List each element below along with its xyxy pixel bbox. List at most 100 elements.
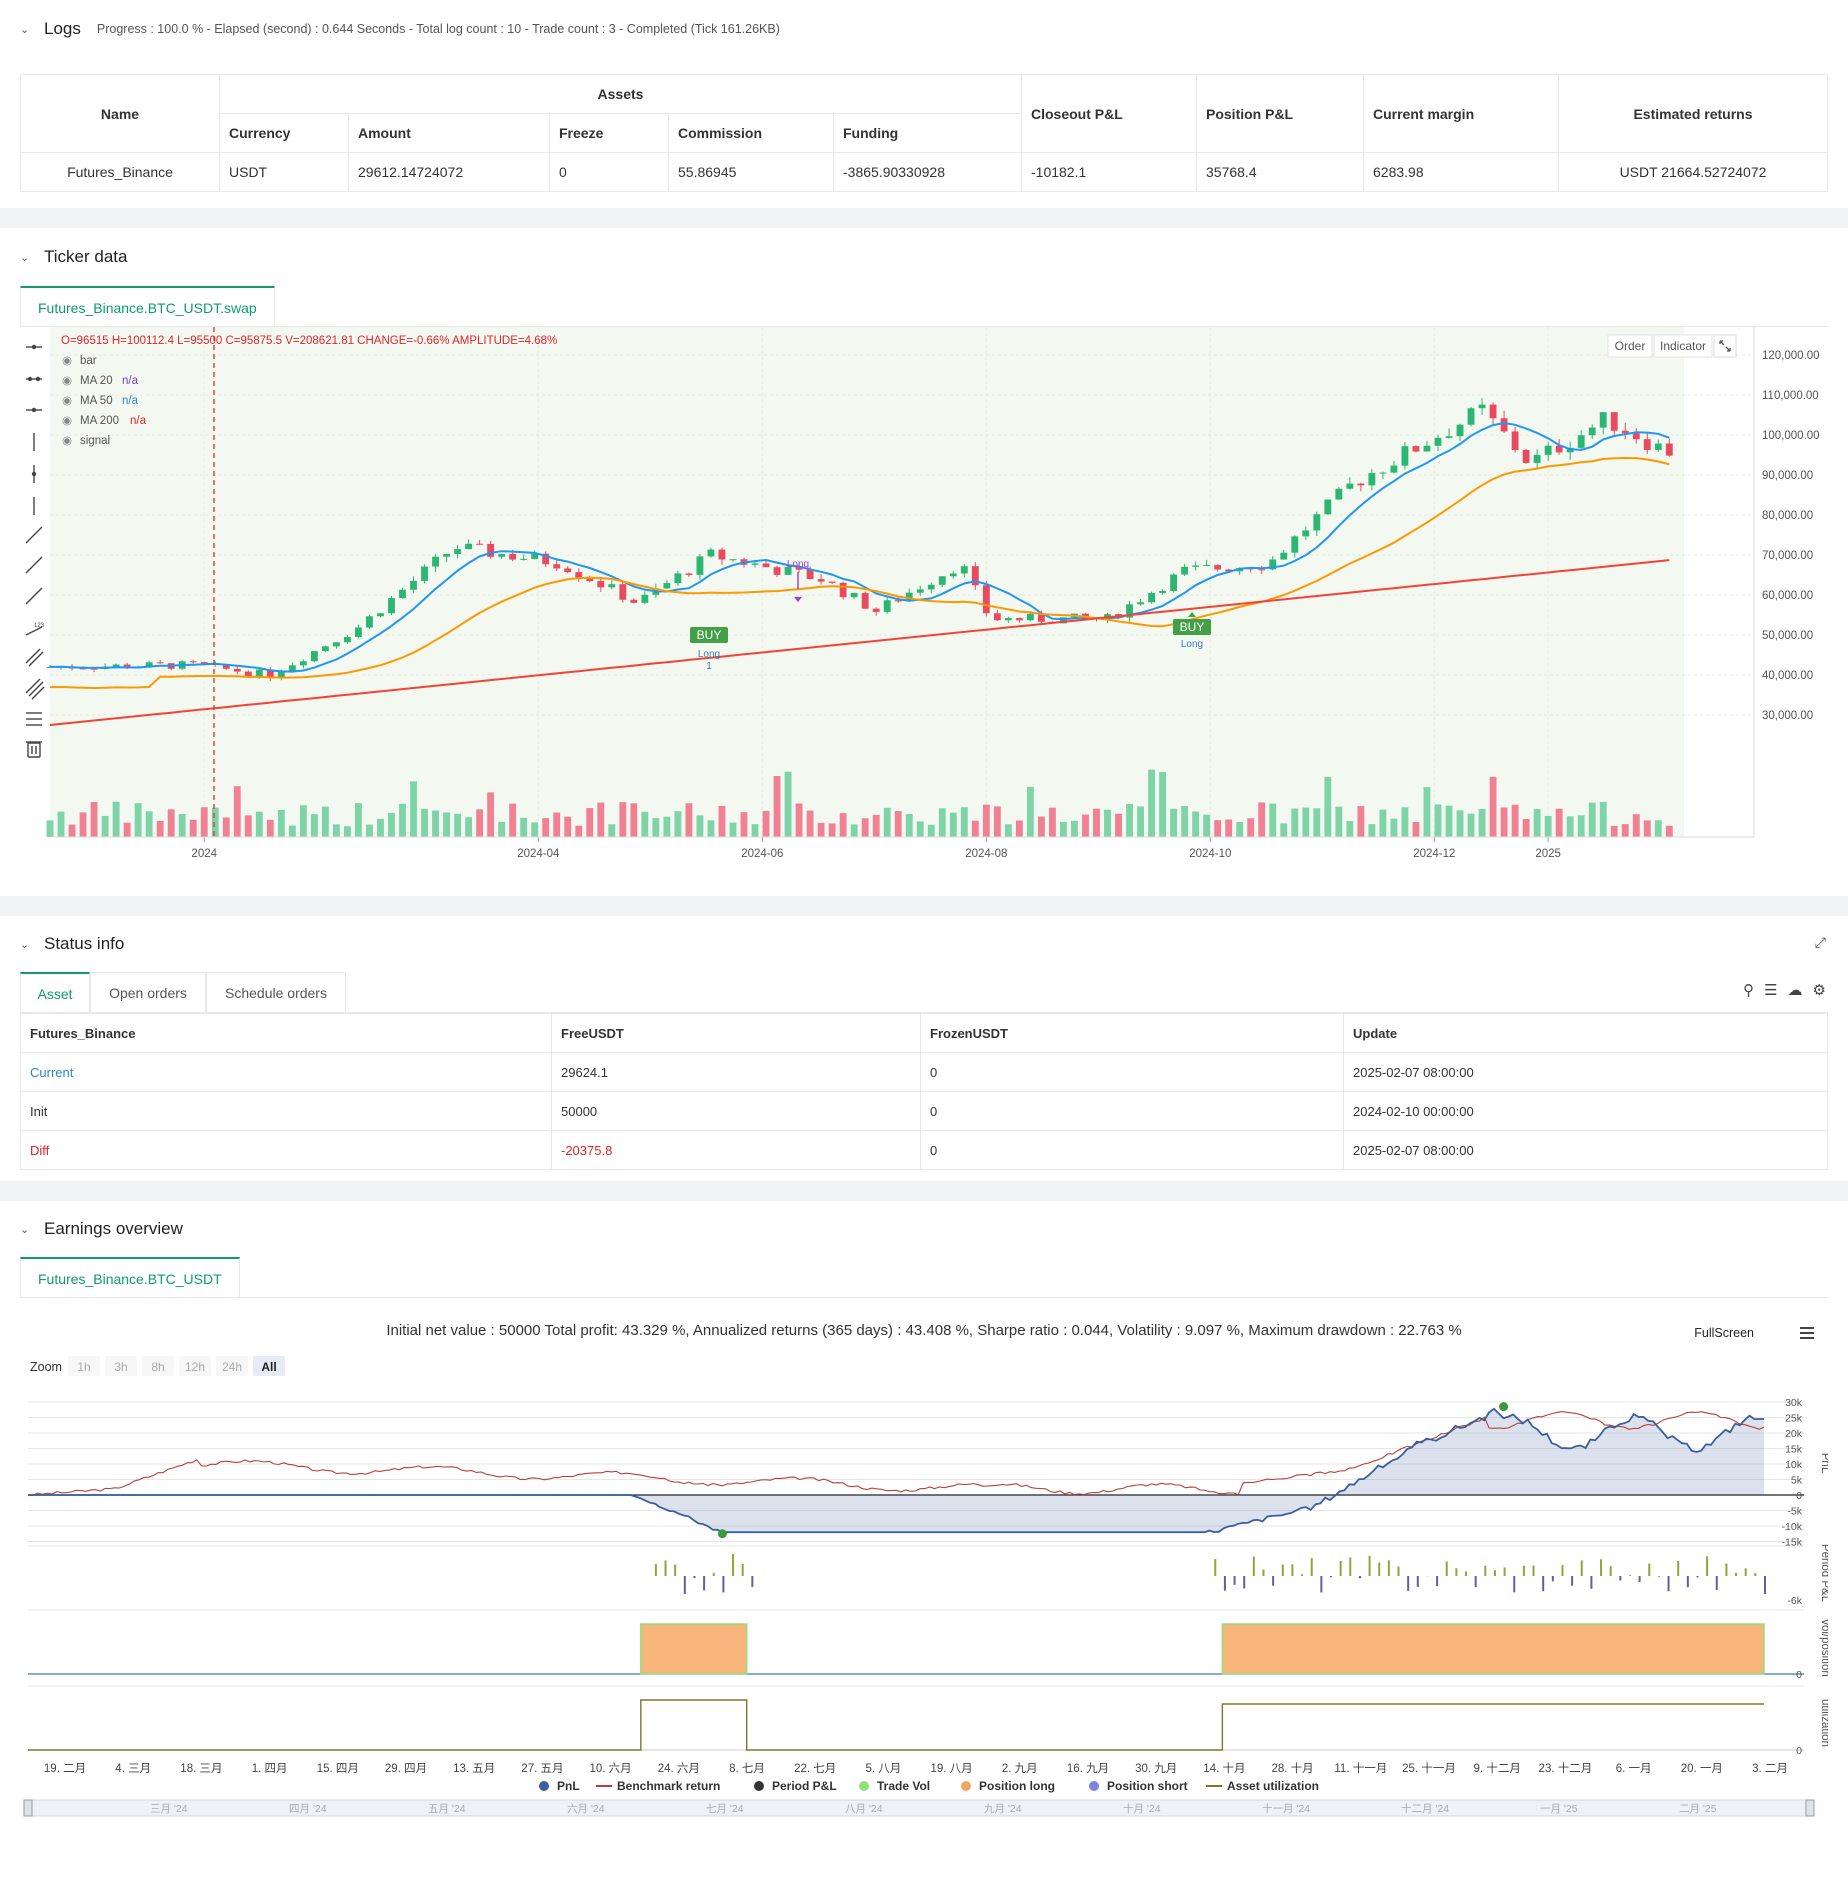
legend-item[interactable]: Trade Vol bbox=[859, 1779, 930, 1793]
eye-icon[interactable]: ◉ bbox=[62, 375, 72, 387]
collapse-caret-icon[interactable]: ⌄ bbox=[20, 1223, 30, 1236]
zoom-button-24h[interactable]: 24h bbox=[216, 1356, 248, 1376]
volume-bar bbox=[1170, 808, 1178, 837]
collapse-arrows-icon[interactable]: ⤢ bbox=[1814, 934, 1826, 950]
legend-label: MA 20 bbox=[80, 375, 113, 387]
trash-icon[interactable] bbox=[26, 741, 42, 758]
period-bar bbox=[1272, 1576, 1275, 1586]
price-channel-icon[interactable] bbox=[25, 678, 45, 700]
volume-bar bbox=[1093, 808, 1100, 837]
status-header[interactable]: ⌄ Status info ⤢ bbox=[0, 916, 1848, 972]
status-section: ⌄ Status info ⤢ Asset Open orders Schedu… bbox=[0, 916, 1848, 1181]
fibonacci-icon[interactable] bbox=[26, 712, 42, 726]
menu-icon[interactable] bbox=[1800, 1327, 1814, 1339]
tab-btc-usdt[interactable]: Futures_Binance.BTC_USDT bbox=[20, 1257, 240, 1297]
earnings-header[interactable]: ⌄ Earnings overview bbox=[0, 1201, 1848, 1257]
buy-signal-1[interactable]: BUY Long 1 bbox=[690, 627, 728, 672]
trend-line-icon[interactable] bbox=[25, 526, 43, 544]
volume-bar bbox=[740, 812, 748, 837]
long-marker[interactable]: Long bbox=[787, 559, 809, 602]
zoom-button-label: All bbox=[261, 1360, 276, 1374]
eye-icon[interactable]: ◉ bbox=[62, 435, 72, 447]
earnings-svg[interactable]: Initial net value : 50000 Total profit: … bbox=[20, 1298, 1831, 1846]
candlestick-chart[interactable]: 123 120,000.00 110,000.00 100,000.00 90,000… bbox=[20, 327, 1828, 887]
candle-body bbox=[1577, 435, 1585, 448]
legend-item[interactable]: Benchmark return bbox=[596, 1779, 720, 1793]
search-icon[interactable]: ⚲ bbox=[1743, 982, 1755, 999]
price-tick-label: 60,000.00 bbox=[1762, 590, 1813, 602]
legend-label: Position short bbox=[1107, 1779, 1188, 1793]
tab-btc-usdt-swap[interactable]: Futures_Binance.BTC_USDT.swap bbox=[20, 286, 275, 326]
zoom-button-12h[interactable]: 12h bbox=[179, 1356, 211, 1376]
period-bar bbox=[1474, 1576, 1477, 1588]
volume-bar bbox=[542, 818, 550, 837]
zoom-button-1h[interactable]: 1h bbox=[68, 1356, 100, 1376]
legend-signal[interactable]: ◉ signal bbox=[62, 435, 110, 447]
legend-item[interactable]: Period P&L bbox=[754, 1779, 837, 1793]
vertical-segment-icon[interactable] bbox=[31, 465, 37, 483]
period-bar bbox=[1223, 1576, 1226, 1591]
period-bar bbox=[664, 1560, 667, 1576]
candle-body bbox=[1610, 412, 1618, 431]
tab-open-orders[interactable]: Open orders bbox=[90, 972, 206, 1012]
period-bar bbox=[751, 1576, 754, 1587]
ticker-header[interactable]: ⌄ Ticker data bbox=[0, 228, 1848, 286]
volume-bar bbox=[57, 811, 65, 837]
plot-background bbox=[50, 327, 1684, 837]
volume-bar bbox=[68, 824, 76, 837]
navigator[interactable]: 三月 '24 四月 '24 五月 '24 六月 '24 七月 '24 八月 '24 九月 '… bbox=[23, 1799, 1815, 1817]
legend-item[interactable]: Position short bbox=[1089, 1779, 1188, 1793]
tab-asset[interactable]: Asset bbox=[20, 972, 90, 1012]
legend-ma20[interactable]: ◉ MA 20 n/a bbox=[62, 375, 139, 387]
candle-body bbox=[542, 553, 550, 565]
legend-ma200[interactable]: ◉ MA 200 n/a bbox=[62, 415, 147, 427]
cloud-download-icon[interactable]: ☁ bbox=[1787, 982, 1803, 999]
horizontal-line-icon[interactable] bbox=[26, 376, 42, 382]
zoom-button-3h[interactable]: 3h bbox=[105, 1356, 137, 1376]
zoom-button-All[interactable]: All bbox=[253, 1356, 285, 1376]
row-label-current[interactable]: Current bbox=[20, 1052, 552, 1092]
date-tick-label: 22. 七月 bbox=[794, 1762, 836, 1775]
collapse-caret-icon[interactable]: ⌄ bbox=[20, 23, 30, 36]
parallel-line-icon[interactable] bbox=[25, 648, 44, 667]
crosshair-tool-icon[interactable] bbox=[26, 344, 42, 350]
candle-body bbox=[266, 669, 274, 678]
earnings-chart[interactable]: Initial net value : 50000 Total profit: … bbox=[20, 1298, 1831, 1846]
legend-bar[interactable]: ◉ bar bbox=[62, 355, 97, 367]
collapse-caret-icon[interactable]: ⌄ bbox=[20, 938, 30, 951]
volume-bar bbox=[509, 803, 517, 837]
segment-icon[interactable] bbox=[25, 587, 43, 605]
legend-item[interactable]: PnL bbox=[539, 1779, 580, 1793]
volume-bars bbox=[46, 769, 1673, 837]
legend-item[interactable]: Position long bbox=[961, 1779, 1055, 1793]
fullscreen-button[interactable]: FullScreen bbox=[1694, 1326, 1754, 1340]
zoom-button-8h[interactable]: 8h bbox=[142, 1356, 174, 1376]
cell: -3865.90330928 bbox=[833, 152, 1022, 192]
legend-item[interactable]: Asset utilization bbox=[1206, 1779, 1319, 1793]
candle-body bbox=[366, 616, 373, 628]
period-bar bbox=[712, 1572, 715, 1576]
cell: Futures_Binance bbox=[20, 152, 220, 192]
tab-schedule-orders[interactable]: Schedule orders bbox=[206, 972, 346, 1012]
horizontal-ray-icon[interactable] bbox=[26, 407, 42, 413]
cell: 35768.4 bbox=[1196, 152, 1364, 192]
legend-ma50[interactable]: ◉ MA 50 n/a bbox=[62, 395, 139, 407]
candle-body bbox=[564, 568, 572, 573]
period-bar bbox=[1571, 1576, 1574, 1586]
eye-icon[interactable]: ◉ bbox=[62, 415, 72, 427]
order-button[interactable]: Order bbox=[1607, 334, 1653, 358]
list-icon[interactable]: ☰ bbox=[1764, 982, 1778, 999]
pnl-tick-label: 20k bbox=[1785, 1428, 1803, 1440]
expand-icon[interactable] bbox=[1713, 334, 1737, 358]
indicator-button[interactable]: Indicator bbox=[1653, 334, 1713, 358]
gear-icon[interactable]: ⚙ bbox=[1812, 982, 1826, 999]
logs-header[interactable]: ⌄ Logs Progress : 100.0 % - Elapsed (sec… bbox=[0, 0, 1848, 58]
ray-line-icon[interactable] bbox=[25, 556, 43, 574]
eye-icon[interactable]: ◉ bbox=[62, 355, 72, 367]
price-label-icon[interactable]: 123 bbox=[25, 623, 45, 636]
eye-icon[interactable]: ◉ bbox=[62, 395, 72, 407]
buy-signal-2[interactable]: BUY Long bbox=[1173, 612, 1211, 650]
candlestick-svg[interactable]: 123 120,000.00 110,000.00 100,000.00 90,000… bbox=[20, 327, 1828, 887]
volume-bar bbox=[575, 825, 583, 837]
collapse-caret-icon[interactable]: ⌄ bbox=[20, 251, 30, 264]
